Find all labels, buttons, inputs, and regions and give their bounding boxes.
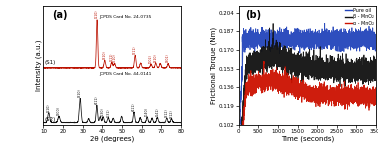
Text: (a): (a) bbox=[52, 10, 67, 20]
X-axis label: Time (seconds): Time (seconds) bbox=[281, 135, 334, 142]
Text: (210): (210) bbox=[113, 53, 116, 62]
Legend: Pure oil, β - MnO₂, α - MnO₂: Pure oil, β - MnO₂, α - MnO₂ bbox=[344, 8, 375, 26]
Text: JCPDS Card No. 44-0141: JCPDS Card No. 44-0141 bbox=[99, 72, 152, 76]
Text: (310): (310) bbox=[103, 50, 107, 59]
Text: (002): (002) bbox=[149, 54, 153, 63]
Y-axis label: Frictional Torque (Nm): Frictional Torque (Nm) bbox=[211, 27, 217, 104]
Text: (b): (b) bbox=[246, 10, 262, 20]
Text: (141): (141) bbox=[155, 108, 160, 116]
Text: (411): (411) bbox=[132, 102, 136, 111]
Text: JCPDS Card No. 24-0735: JCPDS Card No. 24-0735 bbox=[99, 15, 152, 19]
X-axis label: 2θ (degrees): 2θ (degrees) bbox=[90, 135, 134, 142]
Text: (131): (131) bbox=[106, 108, 110, 117]
Text: (110): (110) bbox=[47, 103, 51, 112]
Text: (310): (310) bbox=[78, 89, 82, 98]
Text: (200): (200) bbox=[57, 106, 61, 115]
Text: (310): (310) bbox=[154, 53, 158, 62]
Text: (S1): (S1) bbox=[45, 60, 56, 65]
Y-axis label: Intensity (a.u.): Intensity (a.u.) bbox=[36, 40, 42, 91]
Text: (110): (110) bbox=[95, 10, 99, 18]
Text: (211): (211) bbox=[133, 45, 137, 54]
Text: (312): (312) bbox=[169, 109, 174, 118]
Text: (111): (111) bbox=[110, 52, 114, 61]
Text: (130): (130) bbox=[101, 107, 105, 116]
Text: (312): (312) bbox=[165, 108, 169, 117]
Text: (040): (040) bbox=[145, 107, 149, 116]
Text: (S2): (S2) bbox=[45, 117, 56, 122]
Text: (301): (301) bbox=[166, 54, 170, 62]
Text: (411): (411) bbox=[95, 96, 99, 104]
